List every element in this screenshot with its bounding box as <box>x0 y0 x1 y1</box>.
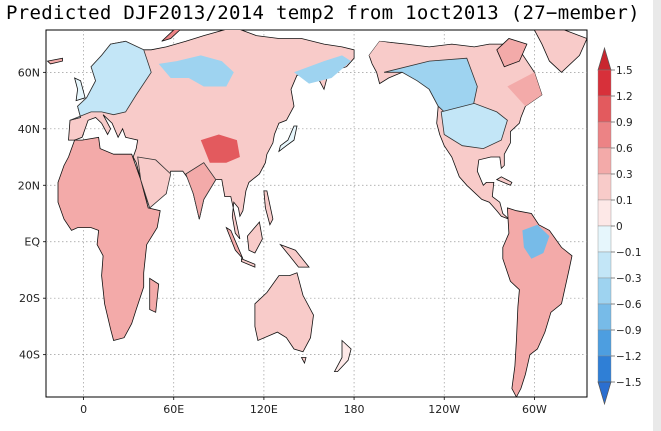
novaya-zemlya-landmass <box>161 30 181 42</box>
usa-cold-anomaly <box>440 102 508 150</box>
colorbar-label: 1.5 <box>616 65 633 77</box>
colorbar: 1.5 1.2 0.9 0.6 0.3 0.1 0 −0.1 −0.3 −0.6 −0.9 −1.2 −… <box>597 46 642 406</box>
alaska-warm-anomaly <box>369 41 400 73</box>
colorbar-segment <box>597 173 612 201</box>
colorbar-segment <box>597 69 612 97</box>
east-siberia-cold-anomaly <box>294 55 352 84</box>
cuba-landmass <box>495 176 513 186</box>
iceland-landmass <box>46 57 63 65</box>
colorbar-segment <box>597 147 612 175</box>
lon-tick-label: 60W <box>522 403 547 416</box>
colorbar-label: −0.9 <box>616 325 642 337</box>
australia-landmass <box>254 272 314 353</box>
colorbar-label: 0.1 <box>616 195 633 207</box>
sumatra-landmass <box>225 226 244 259</box>
madagascar-landmass <box>149 277 160 313</box>
colorbar-label: −0.1 <box>616 247 642 259</box>
lat-tick-label: 40N <box>18 123 40 136</box>
colorbar-label: 0 <box>616 221 623 233</box>
colorbar-bottom-arrow <box>597 381 612 406</box>
colorbar-label: −1.5 <box>616 377 642 389</box>
borneo-landmass <box>246 221 263 254</box>
colorbar-segment <box>597 329 612 357</box>
arabia-region <box>137 156 172 209</box>
colorbar-label: −0.3 <box>616 273 642 285</box>
siberia-cold-anomaly <box>158 55 234 87</box>
colorbar-label: 0.9 <box>616 117 633 129</box>
colorbar-label: 0.3 <box>616 169 633 181</box>
south-america-landmass <box>502 207 573 397</box>
india-region <box>185 162 217 220</box>
labrador-warm-anomaly <box>507 72 542 107</box>
lat-tick-label: 40S <box>19 349 40 362</box>
colorbar-segment <box>597 121 612 149</box>
amazon-cold-anomaly <box>522 224 550 259</box>
uk-landmass <box>73 77 86 102</box>
colorbar-label: 1.2 <box>616 91 633 103</box>
baffin-landmass <box>496 38 528 68</box>
lon-tick-label: 180 <box>344 403 365 416</box>
lat-tick-label: 60N <box>18 66 40 79</box>
europe-cold-anomaly <box>69 40 152 121</box>
lon-tick-label: 60E <box>163 403 184 416</box>
tibet-warm-anomaly <box>200 134 240 163</box>
svalbard-landmass <box>105 16 126 27</box>
greenland-landmass <box>533 30 587 73</box>
window-edge <box>653 0 661 431</box>
colorbar-label: −0.6 <box>616 299 642 311</box>
colorbar-segment <box>597 303 612 331</box>
lat-tick-label: 20N <box>18 179 40 192</box>
lon-tick-label: 120W <box>428 403 460 416</box>
lat-tick-label: EQ <box>24 236 40 249</box>
philippines-landmass <box>263 190 274 226</box>
latitude-axis: 60N 40N 20N EQ 20S 40S <box>18 66 46 362</box>
colorbar-segment <box>597 199 612 227</box>
colorbar-label: −1.2 <box>616 351 642 363</box>
colorbar-segment <box>597 277 612 305</box>
lon-tick-label: 0 <box>80 403 87 416</box>
new-guinea-landmass <box>279 243 310 268</box>
longitude-axis: 0 60E 120E 180 120W 60W <box>80 397 547 416</box>
africa-landmass <box>57 136 161 341</box>
new-zealand-landmass <box>333 339 352 373</box>
page-title: Predicted DJF2013/2014 temp2 from 1oct20… <box>6 2 640 24</box>
colorbar-label: 0.6 <box>616 143 633 155</box>
lat-tick-label: 20S <box>19 292 40 305</box>
colorbar-segment <box>597 225 612 253</box>
colorbar-top-arrow <box>597 46 612 71</box>
colorbar-segment <box>597 251 612 279</box>
colorbar-segment <box>597 355 612 383</box>
land-temperature-field <box>46 16 587 397</box>
japan-landmass <box>278 125 298 153</box>
tasmania-landmass <box>300 357 307 365</box>
colorbar-segment <box>597 95 612 123</box>
java-landmass <box>240 258 256 268</box>
lon-tick-label: 120E <box>250 403 278 416</box>
